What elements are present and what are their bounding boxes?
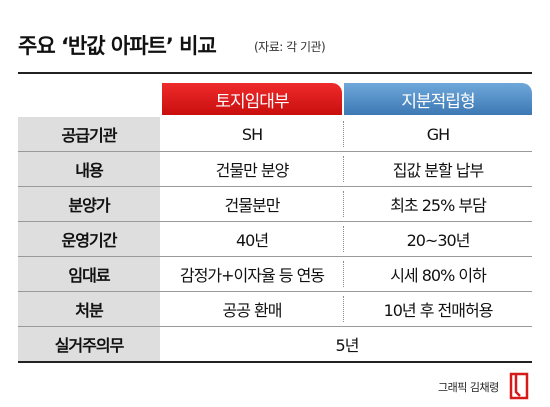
row-label: 실거주의무 [18,327,160,361]
row-label: 공급기관 [18,117,160,151]
table-row: 임대료 감정가+이자율 등 연동 시세 80% 이하 [18,257,532,292]
column-divider [343,156,344,182]
row-label: 임대료 [18,257,160,291]
cell-equity: 최초 25% 부담 [390,196,487,215]
column-divider [343,261,344,287]
table-row: 내용 건물만 분양 집값 분할 납부 [18,152,532,187]
row-label: 처분 [18,292,160,326]
column-header-land-lease: 토지임대부 [162,83,342,115]
graphic-credit: 그래픽 김채령 [438,381,499,394]
cell-shared-value: 5년 [335,336,360,355]
column-divider [343,121,344,147]
column-header-equity-accumulation: 지분적립형 [344,83,532,115]
table-row: 분양가 건물분만 최초 25% 부담 [18,187,532,222]
column-divider [343,226,344,252]
cell-land-lease: 공공 환매 [222,301,283,320]
cell-land-lease: 건물만 분양 [215,161,290,180]
table-row: 공급기관 SH GH [18,117,532,152]
top-divider [18,72,532,74]
column-divider [343,296,344,322]
source-note: (자료: 각 기관) [254,40,326,54]
row-label: 분양가 [18,187,160,221]
cell-land-lease: 감정가+이자율 등 연동 [179,266,325,285]
cell-equity: 20~30년 [406,231,471,250]
cell-land-lease: 40년 [235,231,269,250]
cell-equity: GH [426,124,450,144]
table-row-residence-obligation: 실거주의무 5년 [18,327,532,363]
row-label: 운영기간 [18,222,160,256]
cell-equity: 10년 후 전매허용 [383,301,494,320]
column-divider [343,191,344,217]
cell-land-lease: SH [241,124,263,144]
row-label: 내용 [18,152,160,186]
table-row: 처분 공공 환매 10년 후 전매허용 [18,292,532,327]
document-logo-icon [509,372,529,400]
table-row: 운영기간 40년 20~30년 [18,222,532,257]
cell-land-lease: 건물분만 [224,196,281,215]
cell-equity: 시세 80% 이하 [390,266,487,285]
page-title: 주요 ‘반값 아파트’ 비교 [18,34,217,58]
cell-equity: 집값 분할 납부 [392,161,485,180]
